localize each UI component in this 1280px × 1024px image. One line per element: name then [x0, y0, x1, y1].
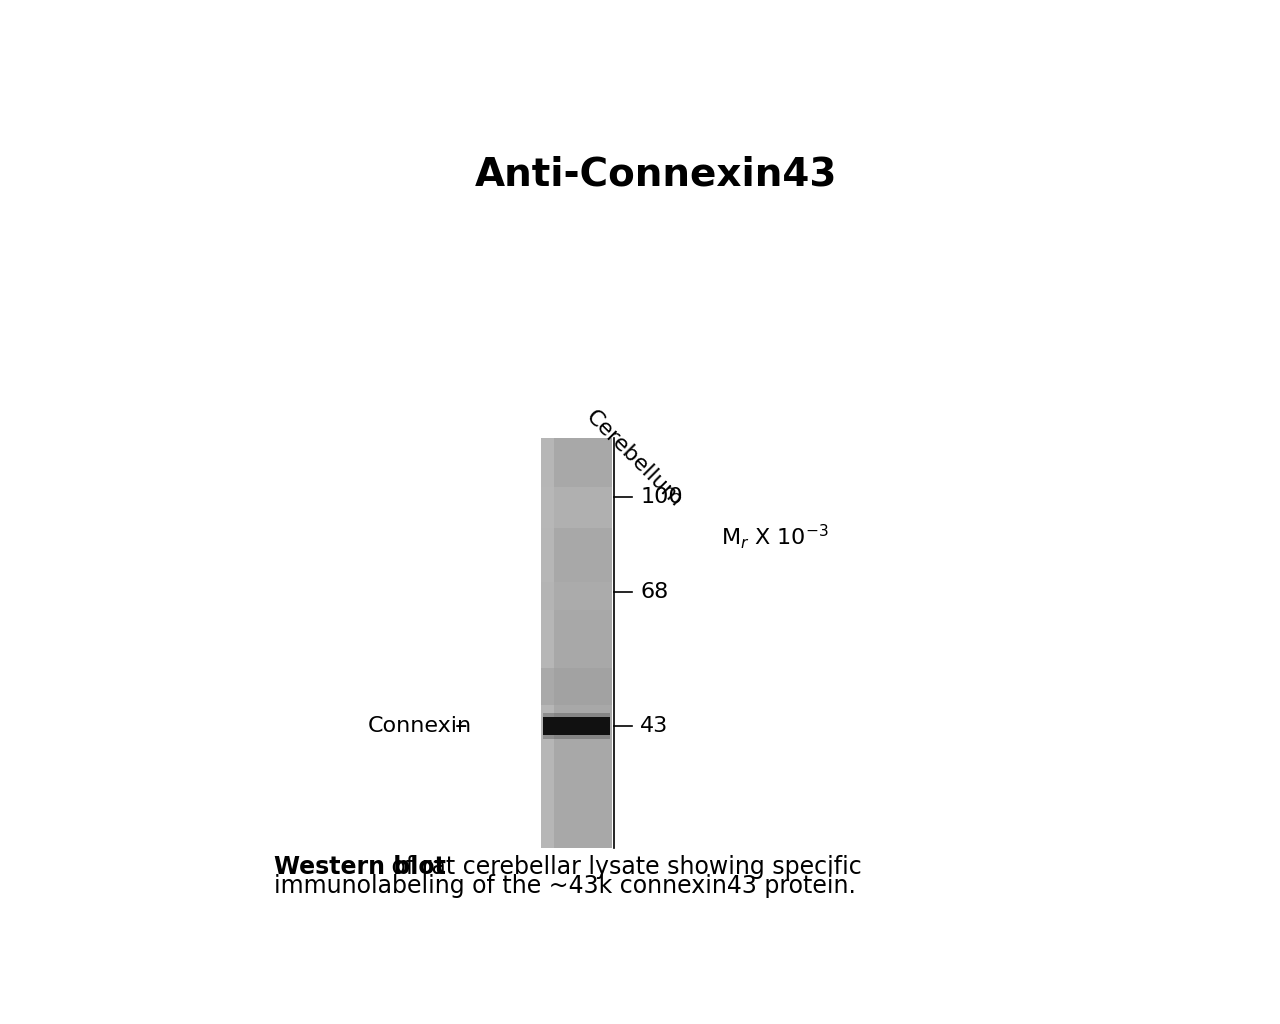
Text: immunolabeling of the ~43k connexin43 protein.: immunolabeling of the ~43k connexin43 pr…: [274, 873, 856, 897]
Text: Western blot: Western blot: [274, 855, 445, 879]
Text: 43: 43: [640, 716, 668, 736]
Bar: [543, 713, 611, 739]
Text: of rat cerebellar lysate showing specific: of rat cerebellar lysate showing specifi…: [384, 855, 861, 879]
Text: –: –: [454, 714, 467, 738]
Bar: [541, 438, 612, 848]
Text: 100: 100: [640, 487, 682, 508]
Text: Cerebellum: Cerebellum: [581, 407, 686, 511]
Bar: [541, 487, 612, 528]
Bar: [541, 582, 612, 610]
Text: Anti-Connexin43: Anti-Connexin43: [475, 155, 837, 194]
Text: Connexin: Connexin: [367, 716, 471, 736]
Text: M$_r$ X 10$^{-3}$: M$_r$ X 10$^{-3}$: [722, 522, 829, 551]
Bar: [543, 718, 611, 735]
Text: 68: 68: [640, 582, 668, 602]
Bar: [541, 668, 612, 705]
Bar: [541, 438, 554, 848]
